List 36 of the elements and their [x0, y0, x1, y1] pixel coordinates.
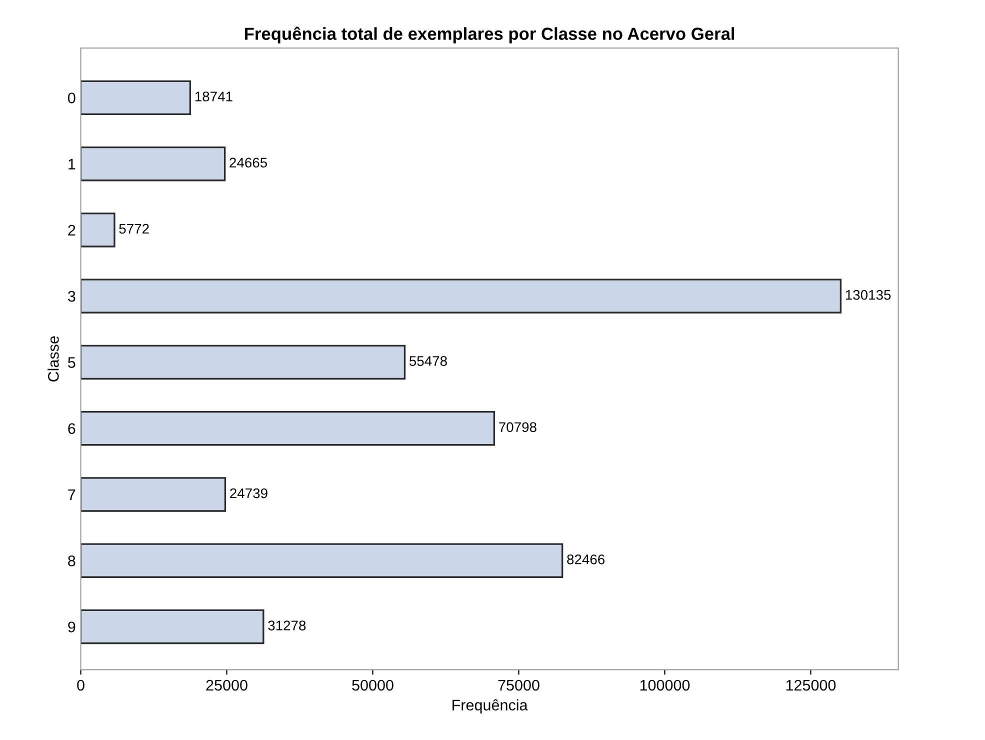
- data-label: 82466: [567, 554, 605, 564]
- data-label: 70798: [499, 422, 536, 432]
- data-label: 18741: [195, 92, 232, 102]
- y-tick-label: 6: [68, 423, 76, 434]
- y-tick-label: 5: [68, 357, 76, 368]
- data-label: 24665: [230, 158, 268, 168]
- y-tick-label: 8: [68, 555, 76, 566]
- bar: [80, 609, 264, 644]
- bar: [80, 146, 226, 182]
- x-tick-label: 100000: [640, 680, 690, 691]
- data-label: 24739: [230, 488, 268, 498]
- x-tick-label: 0: [77, 680, 84, 691]
- y-tick-label: 3: [68, 290, 76, 302]
- bar: [80, 212, 116, 248]
- y-tick-label: 2: [68, 224, 76, 236]
- bar: [80, 543, 564, 578]
- data-label: 31278: [268, 620, 306, 630]
- bar: [80, 80, 192, 116]
- x-tick-label: 50000: [352, 680, 394, 691]
- y-tick-label: 0: [68, 92, 76, 104]
- data-label: 5772: [119, 224, 149, 234]
- bar: [80, 477, 226, 512]
- y-tick-label: 1: [68, 158, 76, 170]
- bar: [80, 278, 842, 314]
- x-axis-title: Frequência: [452, 699, 528, 714]
- y-tick-label: 9: [68, 622, 76, 632]
- y-axis-title: Classe: [48, 336, 59, 382]
- data-label: 55478: [409, 356, 447, 366]
- x-tick-label: 125000: [786, 680, 836, 691]
- data-label: 130135: [846, 290, 891, 300]
- bar: [80, 344, 406, 380]
- x-tick-label: 25000: [206, 680, 248, 691]
- x-tick-label: 75000: [498, 680, 540, 691]
- y-tick-label: 7: [68, 489, 76, 500]
- chart-title: Frequência total de exemplares por Classe no Acervo Geral: [245, 26, 734, 44]
- bar: [80, 410, 496, 446]
